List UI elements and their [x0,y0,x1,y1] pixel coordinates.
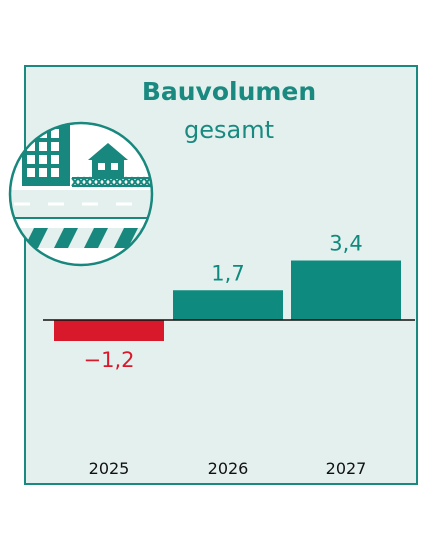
bars: −1,2 2025 1,7 2026 3,4 2027 [54,232,401,478]
data-label-2027: 3,4 [329,232,362,256]
chart-subtitle: gesamt [184,116,274,144]
tick-label-2026: 2026 [208,459,249,478]
tick-label-2025: 2025 [89,459,130,478]
data-label-2026: 1,7 [211,261,244,285]
tick-label-2027: 2027 [326,459,367,478]
chart-title: Bauvolumen [142,77,316,106]
construction-building-icon [8,121,154,267]
bar-2025 [54,320,164,341]
bar-2027 [291,260,401,320]
data-label-2025: −1,2 [84,348,135,372]
bar-2026 [173,290,283,320]
